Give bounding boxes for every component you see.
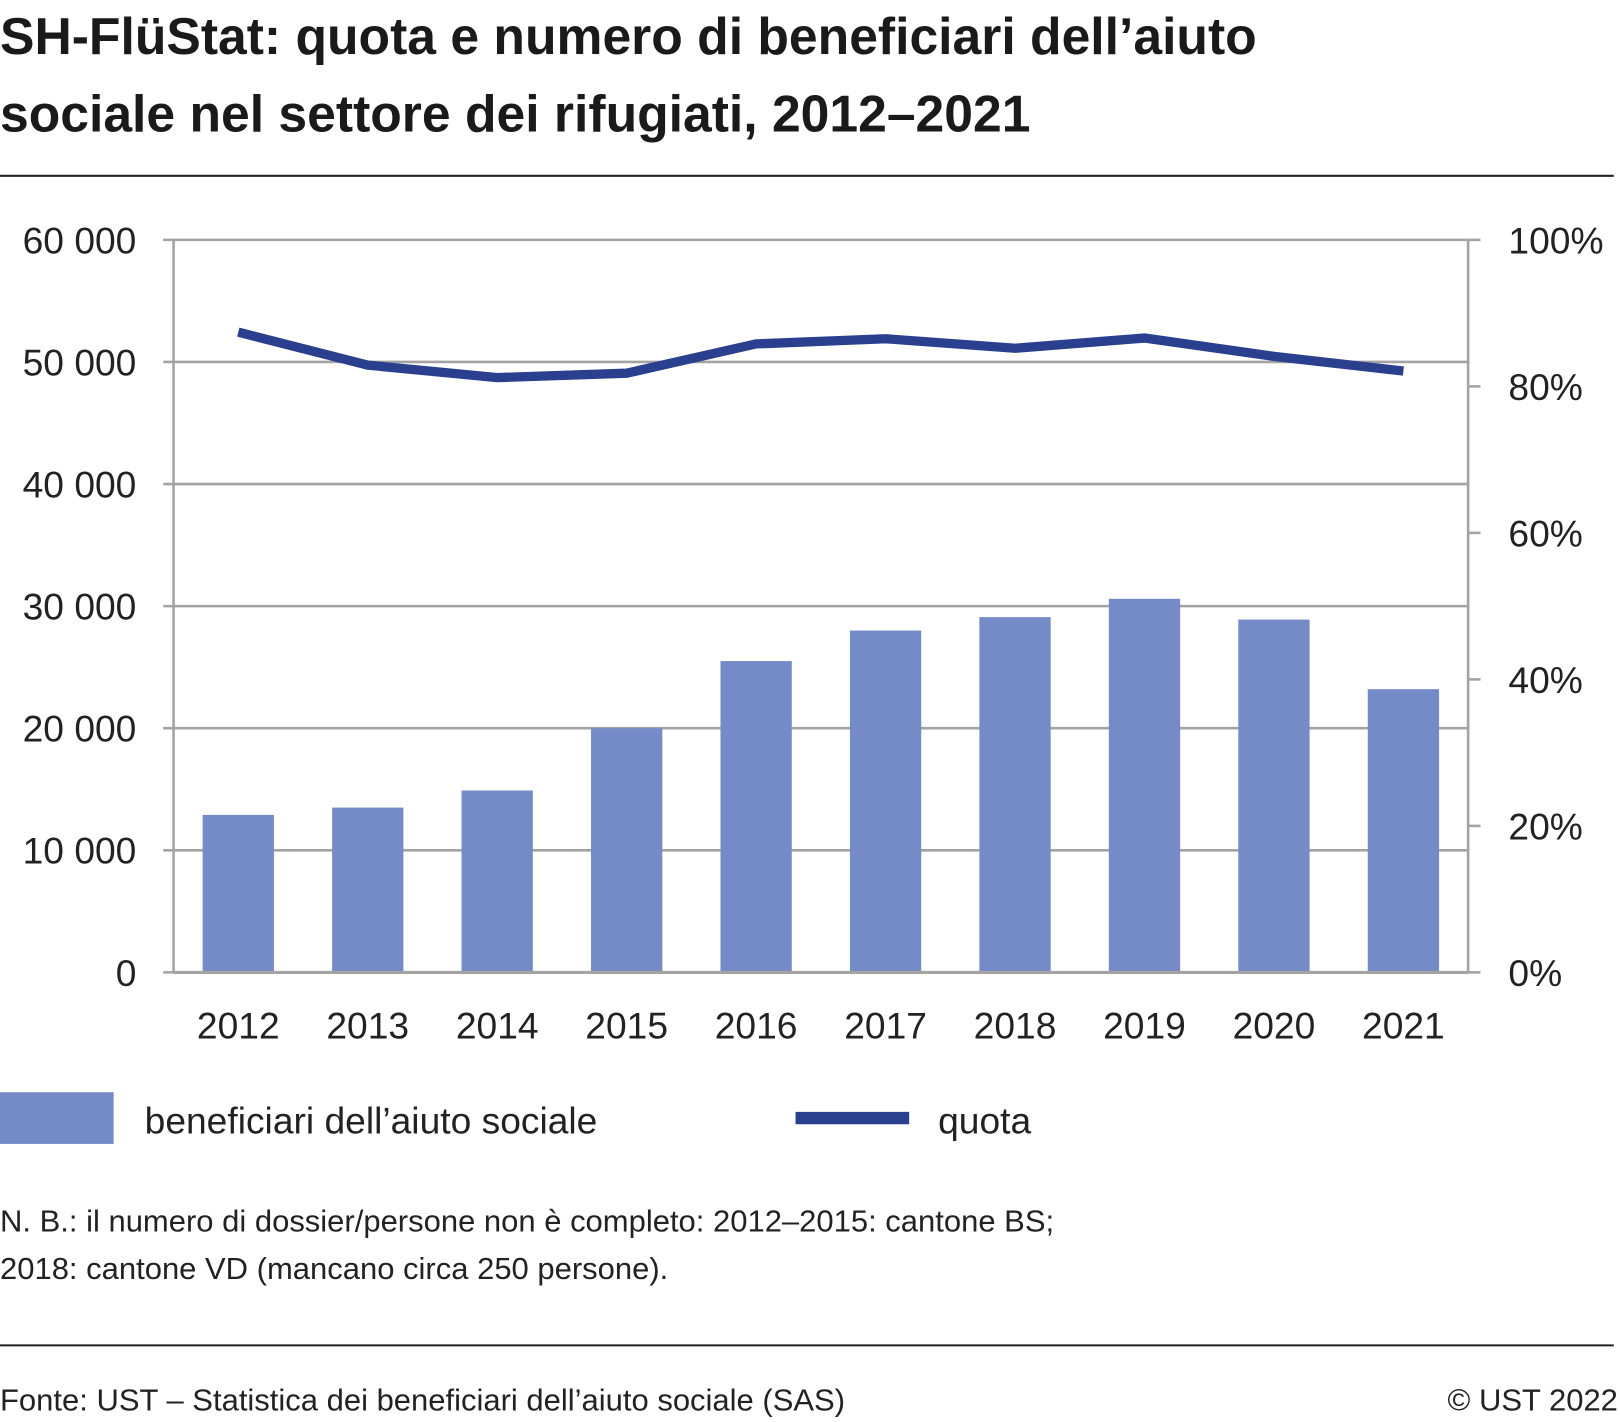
y-right-tick-label: 40% xyxy=(1508,659,1582,701)
y-left-tick-label: 40 000 xyxy=(23,463,137,505)
bar-2013 xyxy=(332,807,404,973)
y-right-tick-label: 80% xyxy=(1508,366,1582,408)
y-right-tick-label: 60% xyxy=(1508,512,1582,554)
legend: beneficiari dell’aiuto sociale quota xyxy=(0,1092,1031,1144)
x-tick-label: 2013 xyxy=(326,1005,409,1047)
note-line-1: N. B.: il numero di dossier/persone non … xyxy=(0,1204,1054,1239)
copyright-text: © UST 2022 xyxy=(1448,1382,1618,1417)
bar-2020 xyxy=(1238,619,1310,973)
quota-line xyxy=(237,327,1404,383)
bar-2017 xyxy=(849,630,922,973)
x-tick-label: 2014 xyxy=(456,1005,539,1047)
x-tick-label: 2015 xyxy=(585,1005,668,1047)
plot-area: 0 10 000 20 000 30 000 40 000 50 000 60 000 0% 2… xyxy=(23,219,1604,1046)
legend-label-line: quota xyxy=(938,1100,1031,1142)
x-tick-label: 2012 xyxy=(197,1005,280,1047)
bar-2012 xyxy=(202,814,274,973)
note-line-2: 2018: cantone VD (mancano circa 250 pers… xyxy=(0,1251,668,1286)
legend-swatch-bars xyxy=(0,1092,114,1144)
chart-title-line-1: SH-FlüStat: quota e numero di beneficiar… xyxy=(0,7,1257,65)
y-right-tick-label: 100% xyxy=(1508,219,1603,261)
y-left-tick-label: 60 000 xyxy=(23,219,137,261)
y-left-tick-label: 50 000 xyxy=(23,341,137,383)
chart-title-line-2: sociale nel settore dei rifugiati, 2012–… xyxy=(0,84,1030,142)
bar-2014 xyxy=(461,790,533,973)
x-tick-label: 2020 xyxy=(1233,1005,1316,1047)
x-tick-label: 2017 xyxy=(844,1005,927,1047)
y-left-tick-label: 0 xyxy=(116,952,137,994)
x-tick-label: 2018 xyxy=(974,1005,1057,1047)
bar-2019 xyxy=(1108,598,1181,973)
bar-2018 xyxy=(979,617,1051,973)
x-tick-label: 2021 xyxy=(1362,1005,1445,1047)
x-tick-label: 2016 xyxy=(715,1005,798,1047)
y-right-tick-label: 20% xyxy=(1508,805,1582,847)
y-right-tick-label: 0% xyxy=(1508,952,1562,994)
source-text: Fonte: UST – Statistica dei beneficiari … xyxy=(0,1382,845,1417)
bar-2015 xyxy=(591,728,663,973)
y-left-tick-label: 20 000 xyxy=(23,708,137,750)
y-left-tick-label: 10 000 xyxy=(23,830,137,872)
bar-2016 xyxy=(720,661,792,973)
legend-label-bars: beneficiari dell’aiuto sociale xyxy=(145,1100,598,1142)
x-tick-label: 2019 xyxy=(1103,1005,1186,1047)
bar-2021 xyxy=(1367,689,1440,973)
y-left-tick-label: 30 000 xyxy=(23,586,137,628)
